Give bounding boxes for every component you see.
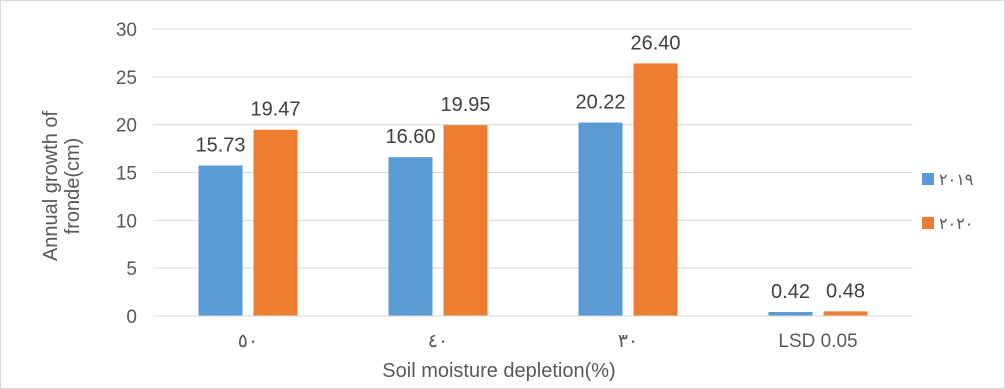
y-axis-title-line-1: Annual growth of (40, 111, 62, 262)
y-tick-label: 5 (126, 259, 137, 280)
data-label: 20.22 (575, 92, 625, 114)
y-axis-ticks: 0 5 10 15 20 25 30 (116, 20, 137, 328)
data-label: 0.42 (771, 281, 810, 303)
bar (633, 63, 678, 316)
legend-swatch (922, 173, 934, 185)
y-tick-label: 30 (116, 20, 137, 41)
x-tick-label: ٣٠ (618, 331, 638, 352)
bar (768, 311, 813, 316)
data-label: 19.95 (440, 94, 490, 116)
bar (198, 165, 243, 316)
bar (388, 157, 433, 316)
y-tick-label: 25 (116, 68, 137, 89)
data-label: 0.48 (826, 280, 865, 302)
x-tick-label: ٤٠ (428, 331, 448, 352)
legend-swatch (922, 217, 934, 229)
data-label: 16.60 (385, 126, 435, 148)
data-label: 19.47 (250, 99, 300, 121)
legend: ٢٠١٩ ٢٠٢٠ (922, 170, 973, 233)
x-tick-label: ٥٠ (238, 331, 258, 352)
bar (443, 125, 488, 317)
bar (578, 122, 623, 316)
bars (198, 63, 868, 317)
x-axis-ticks: ٥٠ ٤٠ ٣٠ LSD 0.05 (238, 331, 858, 352)
y-tick-label: 20 (116, 116, 137, 137)
bar (823, 311, 868, 316)
legend-label: ٢٠١٩ (939, 170, 973, 189)
y-axis-title-line-2: fronde(cm) (62, 138, 84, 235)
y-tick-label: 10 (116, 211, 137, 232)
x-tick-label: LSD 0.05 (778, 331, 857, 352)
data-label: 15.73 (195, 135, 245, 157)
y-tick-label: 15 (116, 164, 137, 185)
x-axis-title: Soil moisture depletion(%) (382, 360, 615, 382)
data-label: 26.40 (630, 32, 680, 54)
bar (253, 129, 298, 316)
legend-label: ٢٠٢٠ (939, 214, 973, 233)
y-tick-label: 0 (126, 307, 137, 328)
